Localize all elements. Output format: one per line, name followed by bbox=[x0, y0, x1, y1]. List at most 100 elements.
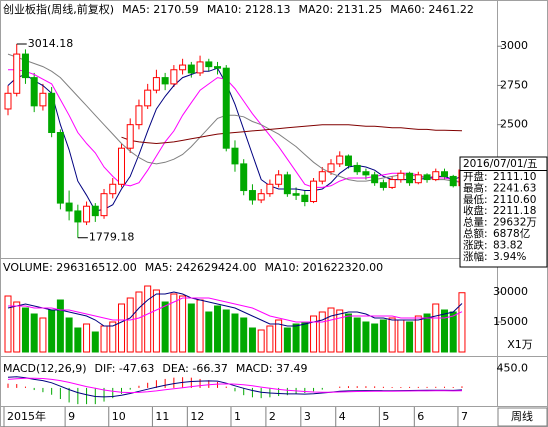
x-tick-label: 12 bbox=[190, 410, 204, 423]
volume-bar bbox=[449, 311, 457, 353]
panel bbox=[7, 376, 463, 405]
ma-line bbox=[7, 67, 463, 212]
y-tick-label: 15000 bbox=[493, 315, 528, 328]
candle-body bbox=[179, 64, 187, 71]
candle-body bbox=[109, 183, 117, 195]
candle-body bbox=[205, 61, 213, 68]
candle-body bbox=[83, 205, 91, 223]
candle-body bbox=[344, 155, 352, 166]
volume-bar bbox=[126, 297, 134, 353]
volume-bar bbox=[152, 289, 160, 353]
volume-bar bbox=[187, 303, 195, 353]
volume-bar bbox=[353, 317, 361, 353]
volume-bar bbox=[458, 292, 466, 353]
legend-entry: MA5: 2170.59 bbox=[122, 3, 199, 16]
volume-bar bbox=[231, 313, 239, 353]
candle-body bbox=[39, 92, 47, 107]
x-tick-label: 9 bbox=[68, 410, 75, 423]
ma-line bbox=[7, 376, 463, 398]
candle-body bbox=[283, 174, 291, 195]
candle-body bbox=[379, 182, 387, 188]
ma-line bbox=[7, 291, 463, 327]
candle-body bbox=[135, 105, 143, 126]
candle-body bbox=[449, 175, 457, 187]
info-frame bbox=[459, 156, 548, 268]
y-tick-label: 3000 bbox=[500, 39, 528, 52]
x-tick-label: 4 bbox=[339, 410, 346, 423]
ma-line bbox=[7, 53, 463, 183]
legend-entry: MA5: 242629424.00 bbox=[145, 261, 257, 274]
info-box: 2016/07/01/五 bbox=[459, 156, 548, 268]
y-tick-label: 450.0 bbox=[497, 362, 529, 375]
info-label: 最低: bbox=[463, 193, 488, 206]
candle-body bbox=[353, 164, 361, 173]
unit-label: X1万 bbox=[507, 338, 533, 351]
volume-bar bbox=[100, 325, 108, 353]
ma-line bbox=[7, 377, 463, 394]
info-value: 2211.18 bbox=[493, 205, 536, 217]
candle-body bbox=[4, 92, 12, 110]
volume-bar bbox=[4, 295, 12, 353]
volume-bar bbox=[21, 307, 29, 353]
volume-bar bbox=[397, 319, 405, 353]
candle-body bbox=[257, 193, 265, 201]
info-value: 83.82 bbox=[493, 239, 523, 251]
plot-layer: 创业板指(周线,前复权) MA5: 2170.59 MA10: 2128.13 MA2… bbox=[3, 2, 533, 405]
volume-bar bbox=[423, 313, 431, 353]
ma-line bbox=[8, 69, 463, 188]
candle-body bbox=[222, 67, 230, 149]
volume-bar bbox=[406, 321, 414, 353]
volume-bar bbox=[170, 293, 178, 353]
candle-body bbox=[65, 202, 73, 212]
volume-bar bbox=[222, 309, 230, 353]
volume-bar bbox=[39, 317, 47, 353]
volume-bar bbox=[248, 327, 256, 353]
info-label: 总量: bbox=[463, 216, 488, 229]
info-value: 6878亿 bbox=[493, 227, 530, 240]
candle-body bbox=[414, 174, 422, 184]
panel-title: VOLUME: 296316512.00 bbox=[3, 261, 137, 274]
volume-bar bbox=[388, 317, 396, 353]
panel bbox=[7, 44, 463, 238]
candle-body bbox=[441, 171, 448, 177]
volume-bar bbox=[161, 301, 169, 353]
volume-bar bbox=[144, 285, 152, 353]
annotation: 3014.18 bbox=[28, 37, 73, 50]
x-tick-label: 2015年 bbox=[7, 409, 46, 423]
candle-body bbox=[240, 163, 248, 192]
candle-body bbox=[117, 147, 125, 185]
volume-bar bbox=[13, 301, 21, 353]
period-box bbox=[497, 407, 548, 427]
info-value: 2111.10 bbox=[493, 171, 536, 183]
volume-bar bbox=[179, 295, 187, 353]
candle-body bbox=[397, 172, 405, 181]
legend-entry: MA10: 201622320.00 bbox=[264, 261, 383, 274]
candle-body bbox=[266, 183, 274, 195]
legend-entry: MA60: 2461.22 bbox=[390, 3, 474, 16]
info-label: 涨幅: bbox=[463, 250, 488, 263]
volume-bar bbox=[301, 321, 309, 353]
candle-body bbox=[48, 92, 56, 134]
info-value: 2110.60 bbox=[493, 194, 536, 206]
info-value: 29632万 bbox=[493, 217, 537, 229]
volume-bar bbox=[205, 311, 213, 353]
panel bbox=[4, 285, 466, 353]
candle-body bbox=[100, 193, 108, 217]
volume-bar bbox=[65, 317, 73, 353]
volume-bar bbox=[109, 321, 117, 353]
candle-body bbox=[126, 124, 134, 149]
candle-body bbox=[432, 171, 440, 181]
candle-body bbox=[13, 53, 21, 94]
volume-bar bbox=[318, 311, 326, 353]
volume-bar bbox=[240, 317, 248, 353]
x-tick-label: 6 bbox=[417, 410, 424, 423]
candle-body bbox=[292, 193, 300, 196]
x-tick-label: 10 bbox=[112, 410, 126, 423]
legend-entry: MA10: 2128.13 bbox=[207, 3, 291, 16]
legend-entry: DEA: -66.37 bbox=[162, 362, 227, 375]
candle-body bbox=[91, 205, 99, 217]
candle-body bbox=[423, 174, 431, 181]
candle-body bbox=[327, 163, 335, 173]
candle-body bbox=[336, 155, 344, 165]
candle-body bbox=[196, 61, 204, 74]
